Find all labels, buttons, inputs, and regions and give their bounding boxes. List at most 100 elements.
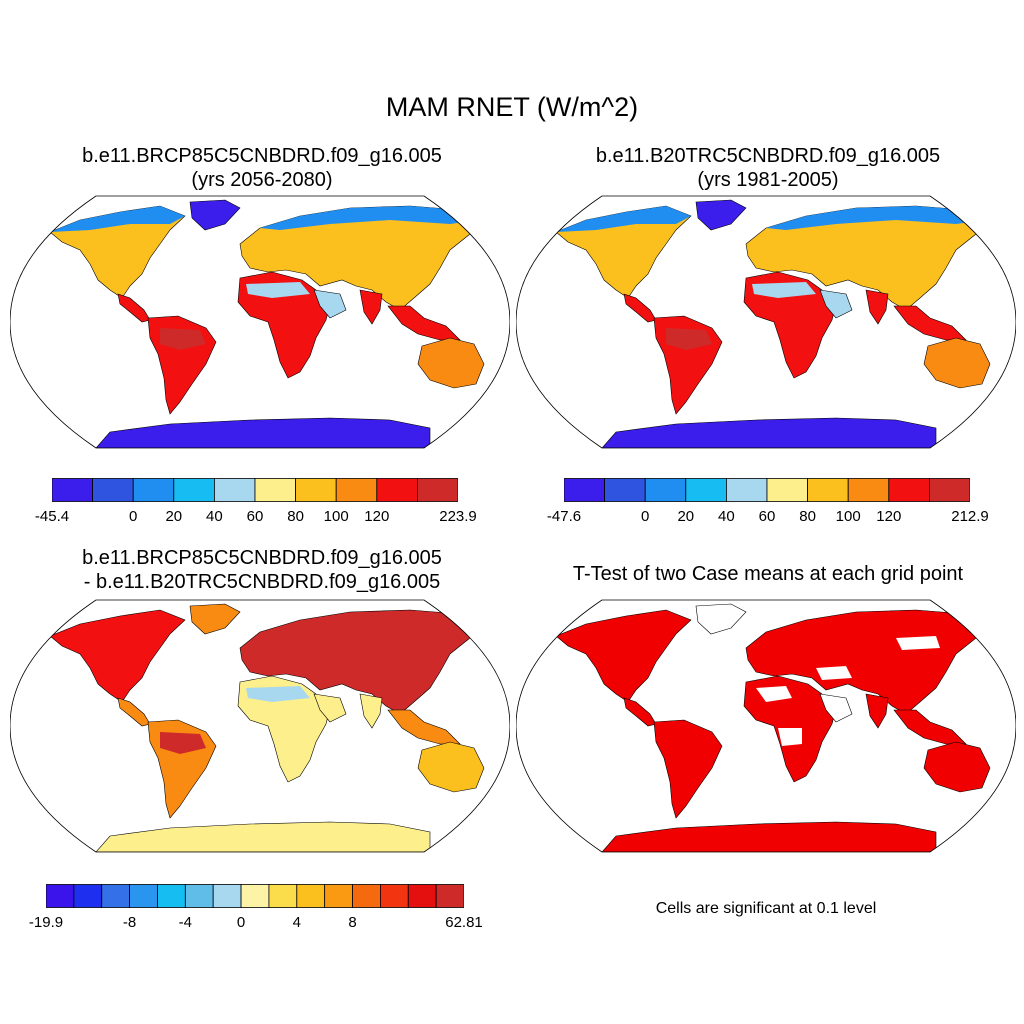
region-africa: [237, 675, 331, 783]
region-arabia: [313, 693, 347, 723]
panel1-title-line1: b.e11.BRCP85C5CNBDRD.f09_g16.005: [82, 145, 442, 167]
colorbar-segment: [376, 478, 418, 502]
map-panel-historical: [516, 195, 1016, 449]
region-not-significant: [756, 686, 792, 702]
colorbar-segment: [212, 884, 242, 908]
region-sahara: [246, 686, 310, 702]
colorbar-segment: [46, 884, 75, 908]
region-greenland: [695, 199, 747, 231]
colorbar-tick-label: -4: [178, 914, 192, 931]
region-australia: [923, 337, 991, 389]
colorbar-tick-label: 0: [236, 914, 246, 931]
map-panel-ttest: [516, 599, 1016, 853]
colorbar-segment: [407, 884, 437, 908]
colorbar-segment: [52, 478, 93, 502]
colorbar-segment: [435, 884, 464, 908]
region-seAsia: [387, 709, 461, 745]
region-seAsia: [893, 305, 967, 341]
colorbar-segment: [335, 478, 378, 502]
panel3-title: b.e11.BRCP85C5CNBDRD.f09_g16.005 - b.e11…: [12, 546, 512, 594]
region-india: [865, 693, 889, 729]
colorbar-segment: [766, 478, 808, 502]
region-india: [359, 289, 383, 325]
region-southAmerica: [653, 719, 723, 819]
colorbar-tick-label: 20: [165, 508, 183, 525]
significance-note: Cells are significant at 0.1 level: [655, 900, 877, 917]
panel4-title-line1: T-Test of two Case means at each grid po…: [572, 563, 964, 585]
region-greenland: [695, 603, 747, 635]
region-antarctica: [95, 821, 431, 852]
region-seAsia: [387, 305, 461, 341]
colorbar-tick-label: -19.9: [28, 914, 64, 931]
colorbar-tick-label: 212.9: [951, 508, 989, 525]
colorbar-segment: [101, 884, 131, 908]
colorbar-tick-label: 60: [758, 508, 776, 525]
colorbar-historical: [564, 478, 970, 502]
region-africa: [237, 271, 331, 379]
colorbar-segment: [725, 478, 768, 502]
colorbar-tick-label: 80: [799, 508, 816, 525]
region-northAmerica: [49, 609, 186, 703]
colorbar-tick-label: 100: [323, 508, 349, 525]
region-sahara: [752, 282, 816, 298]
colorbar-tick-label: -45.4: [34, 508, 70, 525]
colorbar-tick-label: 120: [364, 508, 390, 525]
map-outline: [10, 599, 510, 853]
map-panel-difference: [10, 599, 510, 853]
panel2-title: b.e11.B20TRC5CNBDRD.f09_g16.005 (yrs 198…: [518, 144, 1018, 192]
region-greenland: [189, 603, 241, 635]
region-europeAsia: [239, 609, 481, 715]
region-india: [865, 289, 889, 325]
region-centralAmerica: [623, 697, 657, 727]
colorbar-segment: [928, 478, 970, 502]
region-arctic-eurasia: [766, 206, 986, 230]
region-centralAmerica: [117, 293, 151, 323]
region-europeAsia: [239, 205, 481, 311]
region-arctic-north-america: [50, 206, 185, 232]
panel1-title: b.e11.BRCP85C5CNBDRD.f09_g16.005 (yrs 20…: [12, 144, 512, 192]
colorbar-tick-label: 100: [835, 508, 861, 525]
map-outline: [10, 195, 510, 449]
colorbar-segment: [157, 884, 186, 908]
colorbar-tick-label: 80: [287, 508, 304, 525]
colorbar-segment: [604, 478, 646, 502]
colorbar-segment: [173, 478, 215, 502]
region-arabia: [819, 693, 853, 723]
region-europeAsia: [745, 609, 987, 715]
panel2-title-line2: (yrs 1981-2005): [697, 169, 839, 191]
colorbar-tick-label: 60: [246, 508, 264, 525]
region-greenland: [189, 199, 241, 231]
region-not-significant: [816, 666, 852, 680]
colorbar-segment: [564, 478, 605, 502]
colorbar-segment: [685, 478, 727, 502]
colorbar-segment: [73, 884, 103, 908]
colorbar-segment: [379, 884, 409, 908]
colorbar-segment: [416, 478, 458, 502]
region-amazon: [160, 732, 206, 754]
colorbar-tick-label: 0: [641, 508, 650, 525]
region-arabia: [313, 289, 347, 319]
region-sahara: [246, 282, 310, 298]
region-not-significant: [778, 728, 802, 746]
colorbar-tick-label: 40: [206, 508, 223, 525]
colorbar-segment: [295, 478, 337, 502]
map-outline: [516, 195, 1016, 449]
panel3-title-line1: b.e11.BRCP85C5CNBDRD.f09_g16.005: [82, 547, 442, 569]
colorbar-tick-label: 20: [677, 508, 695, 525]
colorbar-segment: [296, 884, 326, 908]
colorbar-tick-label: -47.6: [546, 508, 582, 525]
colorbar-segment: [240, 884, 270, 908]
colorbar-tick-label: 223.9: [439, 508, 477, 525]
region-india: [359, 693, 383, 729]
colorbar-segment: [888, 478, 930, 502]
colorbar-segment: [324, 884, 353, 908]
panel3-title-line2: - b.e11.B20TRC5CNBDRD.f09_g16.005: [83, 571, 441, 593]
region-europeAsia: [745, 205, 987, 311]
colorbar-tick-label: 8: [348, 914, 357, 931]
region-amazon: [160, 328, 206, 350]
figure-title: MAM RNET (W/m^2): [385, 92, 639, 122]
colorbar-segment: [847, 478, 890, 502]
colorbar-segment: [807, 478, 849, 502]
region-arctic-eurasia: [260, 206, 480, 230]
colorbar-segment: [352, 884, 381, 908]
